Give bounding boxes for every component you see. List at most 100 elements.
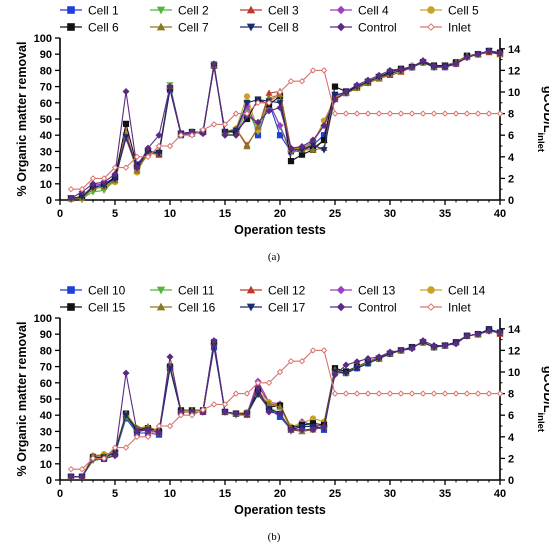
series-inlet	[67, 347, 504, 473]
data-point	[353, 110, 361, 117]
data-point	[111, 164, 119, 171]
data-point	[320, 136, 328, 144]
legend-marker	[67, 303, 75, 311]
legend-item: Cell 15	[60, 301, 126, 315]
data-point	[243, 390, 251, 397]
series-inlet	[67, 67, 504, 193]
data-point	[386, 70, 394, 78]
data-point	[89, 455, 97, 462]
y-tick-label: 60	[40, 98, 52, 110]
x-tick-label: 5	[112, 488, 118, 500]
legend-marker	[427, 6, 435, 14]
data-point	[210, 121, 218, 128]
x-tick-label: 0	[57, 488, 63, 500]
data-point	[397, 110, 405, 117]
data-point	[496, 110, 504, 117]
series-cell-14	[67, 327, 504, 480]
chart-panel-a: Cell 1 Cell 2 Cell 3 Cell 4 Cell 5 Cell 6 Cell…	[15, 4, 549, 264]
data-point	[276, 410, 284, 418]
data-point	[254, 118, 262, 126]
data-point	[276, 100, 284, 107]
data-point	[419, 390, 427, 397]
data-point	[353, 390, 361, 397]
legend-marker	[67, 6, 75, 14]
data-point	[155, 150, 163, 157]
series-cell-11	[67, 328, 504, 481]
y-tick-label: 100	[34, 33, 52, 45]
x-tick-label: 20	[274, 208, 286, 220]
legend-label: Cell 16	[178, 301, 216, 315]
y-tick-label: 50	[40, 114, 52, 126]
y2-tick-label: 6	[508, 410, 514, 422]
data-point	[89, 184, 97, 191]
data-point	[342, 87, 350, 95]
data-point	[243, 93, 251, 100]
x-tick-label: 20	[274, 488, 286, 500]
x-tick-label: 35	[439, 488, 451, 500]
data-point	[254, 384, 262, 392]
legend-item: Cell 11	[150, 284, 215, 298]
data-point	[485, 390, 493, 397]
legend-marker	[336, 285, 346, 295]
data-point	[122, 412, 130, 419]
series-line	[71, 330, 501, 478]
data-point	[408, 390, 416, 397]
data-point	[111, 444, 119, 451]
x-tick-label: 10	[164, 488, 176, 500]
data-point	[386, 110, 394, 117]
series-line	[71, 69, 500, 190]
x-tick-label: 0	[57, 208, 63, 220]
data-point	[419, 110, 427, 117]
data-point	[309, 142, 317, 149]
data-point	[78, 465, 86, 473]
data-point	[364, 360, 372, 368]
data-point	[287, 77, 295, 85]
y-tick-label: 0	[46, 195, 52, 207]
y2-axis-label: gCOD/Linlet	[536, 86, 549, 153]
data-point	[430, 110, 438, 117]
data-point	[309, 426, 317, 434]
data-point	[474, 50, 482, 58]
legend-label: Cell 17	[268, 301, 306, 315]
data-point	[188, 128, 196, 136]
data-point	[474, 110, 482, 117]
legend-marker	[156, 22, 166, 31]
data-point	[331, 92, 339, 99]
series-line	[71, 330, 501, 478]
y2-tick-label: 2	[508, 453, 514, 465]
data-point	[122, 87, 130, 95]
data-point	[287, 426, 295, 434]
data-point	[298, 147, 306, 154]
data-point	[298, 77, 306, 85]
legend-label: Cell 10	[88, 284, 126, 298]
x-tick-label: 25	[329, 488, 341, 500]
data-point	[298, 151, 306, 158]
data-point	[375, 71, 383, 79]
data-point	[67, 194, 75, 202]
data-point	[298, 357, 306, 365]
data-point	[265, 400, 273, 407]
data-point	[155, 429, 163, 437]
legend-label: Cell 8	[268, 21, 299, 35]
data-point	[276, 121, 284, 129]
data-point	[166, 353, 174, 361]
data-point	[364, 390, 372, 397]
y-tick-label: 60	[40, 378, 52, 390]
legend-marker	[427, 286, 435, 294]
data-point	[309, 67, 317, 74]
data-point	[298, 426, 306, 434]
data-point	[364, 355, 372, 362]
legend-item: Control	[330, 21, 397, 35]
x-tick-label: 40	[494, 208, 506, 220]
x-tick-label: 30	[384, 488, 396, 500]
y-tick-label: 100	[34, 313, 52, 325]
data-point	[276, 88, 284, 96]
y-tick-label: 80	[40, 65, 52, 77]
y-tick-label: 20	[40, 443, 52, 455]
y2-tick-label: 4	[508, 432, 515, 444]
data-point	[221, 408, 229, 416]
data-point	[133, 153, 141, 161]
legend-label: Inlet	[448, 301, 471, 315]
series-line	[70, 50, 501, 199]
x-axis-label: Operation tests	[234, 503, 326, 517]
